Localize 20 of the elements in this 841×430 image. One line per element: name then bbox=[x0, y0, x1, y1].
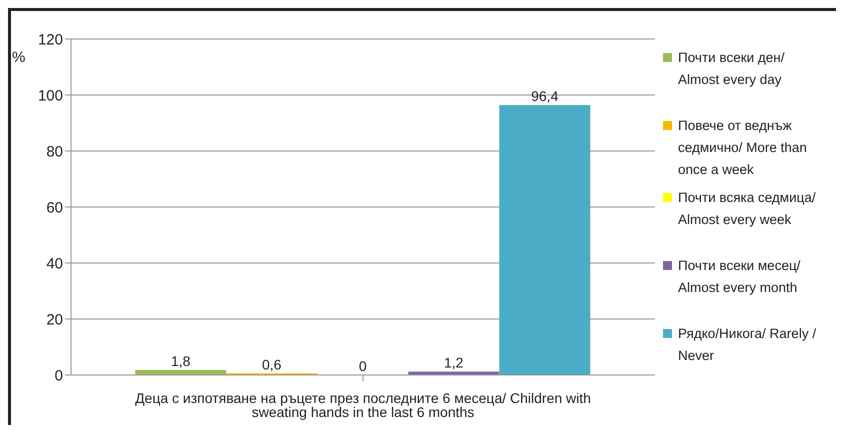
legend-label: Почти всеки ден/ Almost every day bbox=[678, 49, 786, 89]
data-label: 1,2 bbox=[444, 354, 464, 371]
data-label: 1,8 bbox=[171, 352, 191, 369]
y-tick-label: 120 bbox=[38, 31, 63, 48]
y-tick-label: 80 bbox=[46, 143, 63, 160]
legend-label: Рядко/Никога/ Rarely / Never bbox=[678, 325, 818, 365]
y-tick-label: 100 bbox=[38, 87, 63, 104]
legend-label: Почти всяка седмица/ Almost every week bbox=[678, 189, 817, 229]
y-tick-label: 40 bbox=[46, 255, 63, 272]
x-tick-label: Деца с изпотяване на ръцете през последните 6 месеца/ Children with sweating hands in the last 6 months bbox=[135, 390, 591, 420]
data-label: 0 bbox=[358, 358, 367, 374]
y-tick-label: 20 bbox=[46, 311, 63, 328]
legend-label: Повече от веднъж седмично/ More than once a week bbox=[678, 117, 808, 179]
bar bbox=[499, 105, 590, 375]
y-axis-title: % bbox=[12, 49, 26, 66]
legend-label: Почти всеки месец/ Almost every month bbox=[678, 257, 802, 297]
data-label: 0,6 bbox=[262, 356, 282, 372]
y-tick-label: 60 bbox=[46, 199, 63, 216]
y-tick-label: 0 bbox=[54, 367, 63, 384]
data-label: 96,4 bbox=[531, 88, 559, 104]
